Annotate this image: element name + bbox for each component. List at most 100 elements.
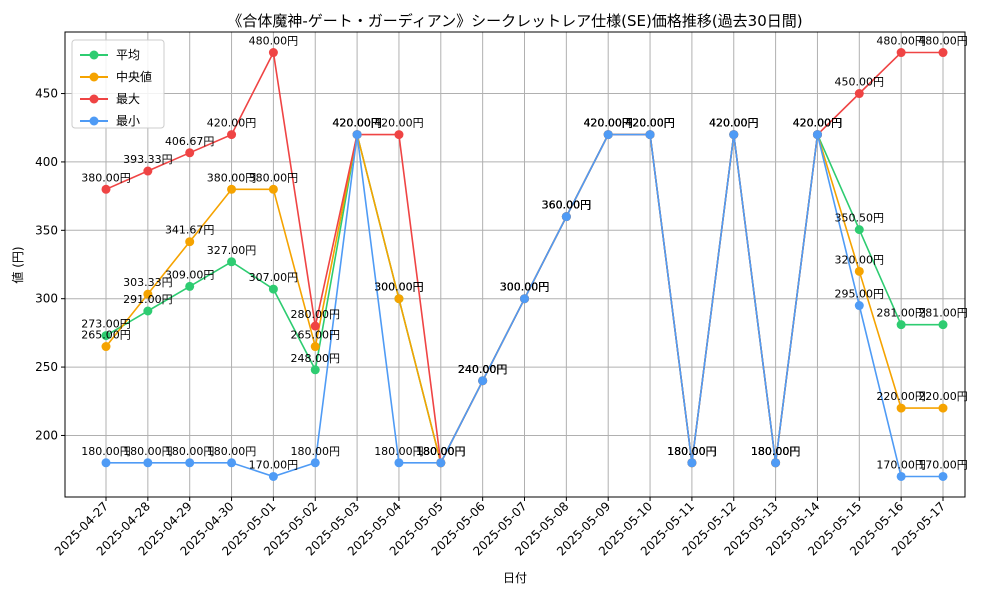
data-label: 360.00円	[542, 199, 592, 212]
data-point	[352, 130, 362, 140]
data-label: 265.00円	[81, 329, 131, 342]
data-label: 420.00円	[583, 117, 633, 130]
legend-marker	[89, 94, 99, 104]
data-label: 420.00円	[709, 117, 759, 130]
data-label: 170.00円	[249, 458, 299, 471]
y-tick-label: 450	[35, 87, 58, 101]
y-tick-label: 250	[35, 360, 58, 374]
data-label: 180.00円	[667, 445, 717, 458]
legend-marker	[89, 116, 99, 126]
data-label: 300.00円	[374, 281, 424, 294]
data-label: 180.00円	[416, 445, 466, 458]
data-label: 300.00円	[500, 281, 550, 294]
legend-box	[71, 39, 165, 129]
data-label: 303.33円	[123, 276, 173, 289]
data-label: 420.00円	[709, 117, 759, 130]
data-label: 480.00円	[249, 35, 299, 48]
data-label: 420.00円	[374, 117, 424, 130]
data-point	[143, 306, 153, 316]
data-label: 420.00円	[625, 117, 675, 130]
data-label: 420.00円	[625, 117, 675, 130]
data-point	[854, 89, 864, 99]
data-point	[268, 48, 278, 58]
data-label: 180.00円	[667, 445, 717, 458]
data-label: 291.00円	[123, 293, 173, 306]
data-label: 420.00円	[709, 117, 759, 130]
x-axis-label: 日付	[503, 571, 527, 585]
legend-label: 中央値	[116, 69, 152, 84]
data-point	[854, 301, 864, 311]
legend-marker	[89, 50, 99, 60]
y-axis-label: 値 (円)	[10, 246, 25, 283]
data-label: 180.00円	[667, 445, 717, 458]
data-point	[729, 130, 739, 140]
data-label: 420.00円	[793, 117, 843, 130]
data-point	[896, 48, 906, 58]
data-label: 406.67円	[165, 135, 215, 148]
data-point	[310, 365, 320, 375]
data-label: 180.00円	[374, 445, 424, 458]
data-point	[896, 403, 906, 413]
data-point	[938, 48, 948, 58]
data-point	[771, 458, 781, 468]
data-label: 240.00円	[458, 363, 508, 376]
data-point	[478, 376, 488, 386]
data-label: 180.00円	[207, 445, 257, 458]
data-label: 180.00円	[123, 445, 173, 458]
legend-marker	[89, 72, 99, 82]
data-point	[896, 471, 906, 481]
y-tick-label: 200	[35, 428, 58, 442]
data-point	[687, 458, 697, 468]
data-label: 350.50円	[835, 212, 885, 225]
data-point	[561, 212, 571, 222]
data-label: 420.00円	[332, 117, 382, 130]
data-label: 420.00円	[332, 117, 382, 130]
data-label: 180.00円	[751, 445, 801, 458]
data-point	[227, 130, 237, 140]
data-point	[185, 458, 195, 468]
data-labels: 273.00円 291.00円 309.00円 327.00円 307.00円 248.0…	[81, 35, 968, 472]
data-label: 420.00円	[583, 117, 633, 130]
data-label: 180.00円	[81, 445, 131, 458]
data-label: 380.00円	[207, 171, 257, 184]
data-label: 341.67円	[165, 224, 215, 237]
data-point	[227, 458, 237, 468]
y-tick-label: 400	[35, 155, 58, 169]
data-point	[268, 284, 278, 294]
data-label: 295.00円	[835, 288, 885, 301]
data-label: 420.00円	[583, 117, 633, 130]
data-point	[143, 166, 153, 176]
data-label: 180.00円	[416, 445, 466, 458]
data-point	[185, 237, 195, 247]
data-point	[227, 257, 237, 267]
data-label: 450.00円	[835, 76, 885, 89]
data-label: 300.00円	[374, 281, 424, 294]
data-label: 300.00円	[500, 281, 550, 294]
data-label: 248.00円	[291, 352, 341, 365]
data-label: 480.00円	[918, 35, 968, 48]
data-point	[938, 320, 948, 330]
data-label: 420.00円	[332, 117, 382, 130]
y-tick-label: 350	[35, 223, 58, 237]
data-point	[101, 331, 111, 341]
data-point	[394, 458, 404, 468]
data-label: 380.00円	[249, 171, 299, 184]
data-point	[645, 130, 655, 140]
legend-label: 平均	[116, 48, 140, 62]
data-point	[101, 342, 111, 352]
legend-label: 最大	[116, 92, 140, 106]
data-label: 240.00円	[458, 363, 508, 376]
data-label: 320.00円	[835, 253, 885, 266]
data-label: 420.00円	[793, 117, 843, 130]
data-label: 280.00円	[291, 308, 341, 321]
data-label: 220.00円	[918, 390, 968, 403]
data-label: 273.00円	[81, 318, 131, 331]
data-label: 180.00円	[751, 445, 801, 458]
data-point	[603, 130, 613, 140]
data-point	[938, 471, 948, 481]
data-label: 180.00円	[416, 445, 466, 458]
data-label: 180.00円	[416, 445, 466, 458]
data-label: 265.00円	[291, 329, 341, 342]
